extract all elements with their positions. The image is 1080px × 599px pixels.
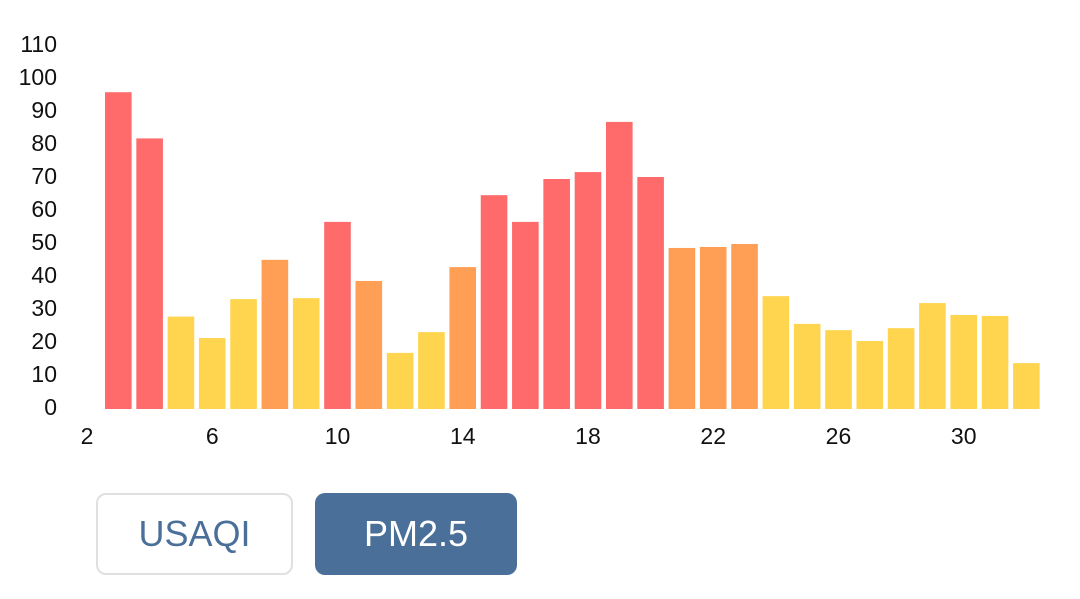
y-tick-label: 50: [31, 229, 57, 255]
y-tick-label: 90: [31, 97, 57, 123]
bar: [605, 121, 633, 410]
y-tick-label: 60: [31, 196, 57, 222]
bar: [793, 323, 821, 409]
bar: [887, 328, 915, 409]
y-tick-label: 110: [20, 31, 57, 57]
bar: [386, 352, 414, 409]
bar: [543, 178, 570, 409]
bar: [762, 296, 790, 409]
y-tick-label: 70: [31, 163, 57, 189]
bar: [1013, 363, 1040, 409]
bar: [512, 221, 539, 409]
pm25-button[interactable]: PM2.5: [315, 493, 517, 575]
x-tick-label: 14: [450, 423, 476, 449]
bar: [825, 330, 852, 409]
bar: [136, 138, 163, 409]
y-tick-label: 80: [31, 130, 57, 156]
bar: [418, 332, 445, 409]
bar: [668, 247, 696, 409]
x-tick-label: 22: [700, 423, 726, 449]
bar: [167, 316, 195, 409]
usaqi-button[interactable]: USAQI: [96, 493, 293, 575]
bar: [324, 221, 351, 409]
x-tick-label: 26: [826, 423, 852, 449]
bar: [637, 177, 664, 409]
x-tick-label: 18: [575, 423, 601, 449]
bar: [856, 341, 884, 409]
bar: [230, 299, 257, 409]
bar: [105, 92, 132, 409]
bar: [731, 244, 758, 409]
y-tick-label: 20: [31, 328, 57, 354]
bar: [261, 259, 289, 409]
y-tick-label: 40: [31, 262, 57, 288]
bar: [292, 298, 320, 409]
bar: [480, 195, 508, 409]
x-tick-label: 30: [951, 423, 977, 449]
bar: [919, 303, 946, 409]
bar: [449, 267, 477, 409]
bar: [574, 172, 602, 409]
bar: [699, 246, 727, 409]
y-tick-label: 0: [44, 394, 57, 420]
x-tick-label: 6: [206, 423, 219, 449]
y-tick-label: 30: [31, 295, 57, 321]
bar: [198, 338, 226, 409]
bar: [950, 314, 978, 409]
x-tick-label: 2: [81, 423, 94, 449]
bar: [355, 280, 383, 409]
x-tick-label: 10: [325, 423, 351, 449]
y-tick-label: 100: [19, 64, 57, 90]
bar: [981, 315, 1009, 409]
y-tick-label: 10: [31, 361, 57, 387]
